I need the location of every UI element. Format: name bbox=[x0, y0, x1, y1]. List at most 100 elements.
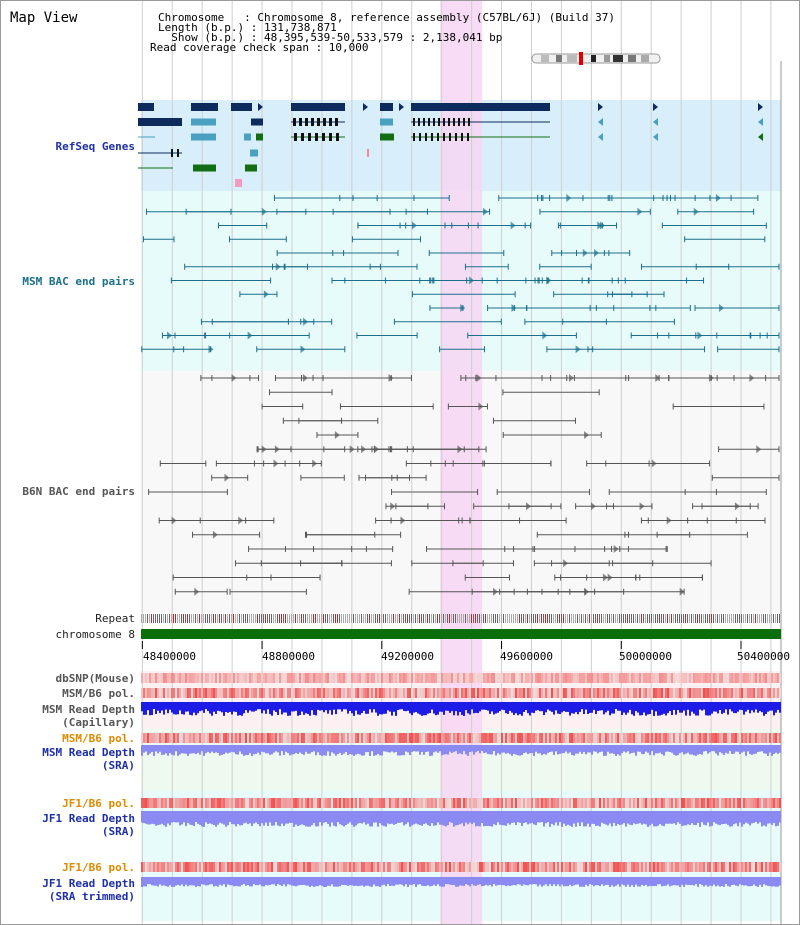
msm-depth-sra-bar bbox=[263, 745, 265, 753]
msm-b6-pol-2-cell bbox=[617, 733, 619, 743]
msm-b6-pol-2-cell bbox=[607, 733, 609, 743]
jf1-b6-pol-cell bbox=[563, 798, 565, 808]
msm-depth-cap-bar bbox=[617, 702, 619, 711]
jf1-depth-sra-bar bbox=[537, 811, 539, 823]
jf1-b6-pol-cell bbox=[621, 798, 623, 808]
jf1-depth-trim-bar bbox=[701, 877, 703, 885]
msm-depth-cap-bar bbox=[589, 702, 591, 713]
track-label-msm-b6-pol-2[interactable]: MSM/B6 pol. bbox=[62, 732, 135, 745]
jf1-b6-pol-cell bbox=[349, 798, 351, 808]
track-label-jf1-depth-sra[interactable]: JF1 Read Depth bbox=[42, 812, 135, 825]
msm-depth-cap-bar bbox=[659, 702, 661, 716]
repeat-mark bbox=[205, 614, 206, 623]
jf1-b6-pol-2-cell bbox=[335, 862, 337, 872]
track-label-jf1-b6-pol[interactable]: JF1/B6 pol. bbox=[62, 797, 135, 810]
msm-depth-sra-bar bbox=[331, 745, 333, 753]
dbsnp-cell bbox=[769, 673, 771, 683]
jf1-depth-trim-bar bbox=[553, 877, 555, 885]
jf1-depth-sra-bar bbox=[315, 811, 317, 827]
jf1-depth-sra-bar bbox=[409, 811, 411, 827]
msm-b6-pol-2-cell bbox=[227, 733, 229, 743]
jf1-depth-sra-bar bbox=[155, 811, 157, 826]
dbsnp-cell bbox=[323, 673, 325, 683]
msm-depth-cap-bar bbox=[543, 702, 545, 716]
msm-depth-cap-bar bbox=[453, 702, 455, 716]
jf1-b6-pol-2-cell bbox=[223, 862, 225, 872]
repeat-mark bbox=[761, 614, 762, 623]
jf1-b6-pol-cell bbox=[527, 798, 529, 808]
msm-depth-cap-bar bbox=[475, 702, 477, 713]
msm-b6-pol-2-cell bbox=[167, 733, 169, 743]
msm-depth-sra-bar bbox=[671, 745, 673, 753]
msm-depth-sra-bar bbox=[685, 745, 687, 754]
track-label-msm-b6-pol[interactable]: MSM/B6 pol. bbox=[62, 687, 135, 700]
jf1-depth-trim-bar bbox=[181, 877, 183, 885]
gene-block bbox=[367, 149, 369, 157]
jf1-b6-pol-2-cell bbox=[763, 862, 765, 872]
repeat-mark bbox=[565, 614, 566, 623]
repeat-mark bbox=[409, 614, 410, 623]
track-label-msm-depth-cap[interactable]: MSM Read Depth bbox=[42, 703, 135, 716]
jf1-depth-sra-bar bbox=[519, 811, 521, 823]
jf1-depth-trim-bar bbox=[209, 877, 211, 885]
repeat-mark bbox=[391, 614, 392, 623]
jf1-b6-pol-2-cell bbox=[363, 862, 365, 872]
jf1-b6-pol-cell bbox=[447, 798, 449, 808]
repeat-mark bbox=[439, 614, 440, 623]
dbsnp-cell bbox=[579, 673, 581, 683]
dbsnp-cell bbox=[541, 673, 543, 683]
jf1-depth-trim-bar bbox=[737, 877, 739, 887]
repeat-mark bbox=[619, 614, 620, 623]
msm-b6-pol-cell bbox=[475, 688, 477, 698]
msm-depth-cap-bar bbox=[243, 702, 245, 714]
jf1-depth-trim-bar bbox=[473, 877, 475, 886]
jf1-b6-pol-cell bbox=[751, 798, 753, 808]
repeat-mark bbox=[353, 614, 354, 623]
dbsnp-cell bbox=[145, 673, 147, 683]
jf1-depth-trim-bar bbox=[713, 877, 715, 885]
msm-depth-sra-bar bbox=[509, 745, 511, 755]
jf1-b6-pol-2-cell bbox=[563, 862, 565, 872]
repeat-mark bbox=[161, 614, 162, 623]
repeat-mark bbox=[143, 614, 144, 623]
jf1-b6-pol-cell bbox=[685, 798, 687, 808]
msm-b6-pol-2-cell bbox=[703, 733, 705, 743]
track-label-b6n-bac[interactable]: B6N BAC end pairs bbox=[22, 485, 135, 498]
repeat-mark bbox=[179, 614, 180, 623]
jf1-b6-pol-2-cell bbox=[709, 862, 711, 872]
jf1-depth-sra-bar bbox=[707, 811, 709, 823]
jf1-b6-pol-2-cell bbox=[231, 862, 233, 872]
dbsnp-cell bbox=[423, 673, 425, 683]
jf1-depth-trim-bar bbox=[719, 877, 721, 887]
track-label-refseq[interactable]: RefSeq Genes bbox=[55, 140, 135, 153]
jf1-depth-sra-bar bbox=[417, 811, 419, 825]
track-label-jf1-b6-pol-2[interactable]: JF1/B6 pol. bbox=[62, 861, 135, 874]
msm-b6-pol-2-cell bbox=[375, 733, 377, 743]
repeat-mark bbox=[739, 614, 740, 623]
jf1-depth-sra-bar bbox=[203, 811, 205, 827]
jf1-b6-pol-cell bbox=[363, 798, 365, 808]
msm-depth-sra-bar bbox=[433, 745, 435, 753]
track-label-msm-depth-sra[interactable]: MSM Read Depth bbox=[42, 746, 135, 759]
msm-b6-pol-cell bbox=[721, 688, 723, 698]
msm-b6-pol-2-cell bbox=[739, 733, 741, 743]
b6n-bac-pair-arrow bbox=[212, 530, 218, 539]
jf1-depth-trim-bar bbox=[749, 877, 751, 887]
msm-b6-pol-2-cell bbox=[507, 733, 509, 743]
track-label-dbsnp[interactable]: dbSNP(Mouse) bbox=[55, 672, 135, 685]
dbsnp-cell bbox=[425, 673, 427, 683]
jf1-b6-pol-2-cell bbox=[225, 862, 227, 872]
jf1-b6-pol-2-cell bbox=[605, 862, 607, 872]
jf1-depth-sra-bar bbox=[679, 811, 681, 824]
msm-b6-pol-2-cell bbox=[233, 733, 235, 743]
dbsnp-cell bbox=[625, 673, 627, 683]
dbsnp-cell bbox=[349, 673, 351, 683]
msm-depth-sra-bar bbox=[363, 745, 365, 756]
track-label-msm-bac[interactable]: MSM BAC end pairs bbox=[22, 275, 135, 288]
track-label-repeat[interactable]: Repeat bbox=[95, 612, 135, 625]
msm-depth-sra-bar bbox=[591, 745, 593, 755]
track-label-jf1-depth-trim[interactable]: JF1 Read Depth bbox=[42, 877, 135, 890]
jf1-depth-trim-bar bbox=[577, 877, 579, 885]
msm-b6-pol-cell bbox=[567, 688, 569, 698]
